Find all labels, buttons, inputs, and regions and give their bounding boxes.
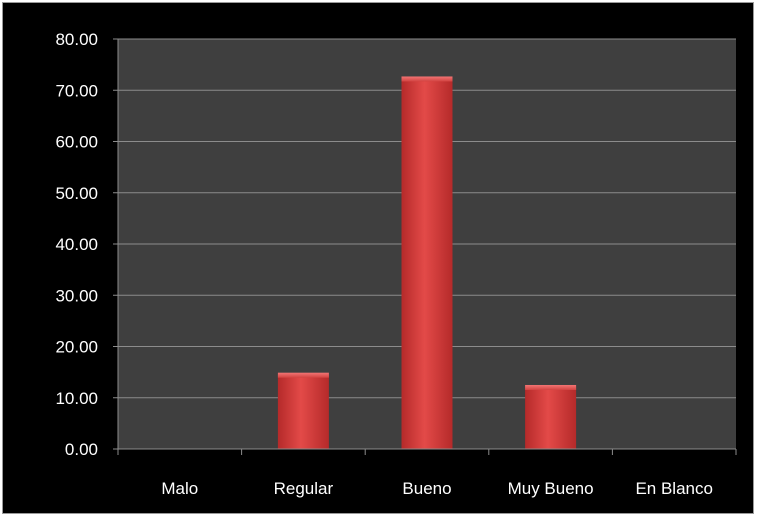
y-tick-labels: 0.00 10.00 20.00 30.00 40.00 50.00 60.00 70.00 8…: [55, 30, 98, 459]
y-tick-label: 0.00: [65, 440, 98, 459]
x-tick-labels: Malo Regular Bueno Muy Bueno En Blanco: [161, 479, 713, 498]
y-tick-label: 20.00: [55, 338, 98, 357]
y-tick-label: 50.00: [55, 184, 98, 203]
y-tick-label: 10.00: [55, 389, 98, 408]
x-tick-label: Regular: [274, 479, 334, 498]
bar-chart: 0.00 10.00 20.00 30.00 40.00 50.00 60.00 70.00 8…: [55, 30, 737, 498]
bar-top: [277, 372, 329, 378]
y-tick-label: 30.00: [55, 286, 98, 305]
x-tick-label: Bueno: [402, 479, 451, 498]
bars: [277, 76, 577, 450]
bar: [525, 384, 577, 449]
axes: [113, 38, 737, 455]
x-tick-label: Malo: [161, 479, 198, 498]
bar-body: [401, 78, 453, 450]
bar: [277, 372, 329, 449]
bar-top: [401, 76, 453, 82]
y-tick-label: 40.00: [55, 235, 98, 254]
bar-body: [525, 386, 577, 449]
y-tick-label: 60.00: [55, 133, 98, 152]
bar-top: [525, 384, 577, 390]
x-tick-label: En Blanco: [635, 479, 713, 498]
y-tick-label: 80.00: [55, 30, 98, 49]
x-tick-label: Muy Bueno: [508, 479, 594, 498]
bar: [401, 76, 453, 450]
y-tick-label: 70.00: [55, 81, 98, 100]
bar-body: [277, 374, 329, 449]
